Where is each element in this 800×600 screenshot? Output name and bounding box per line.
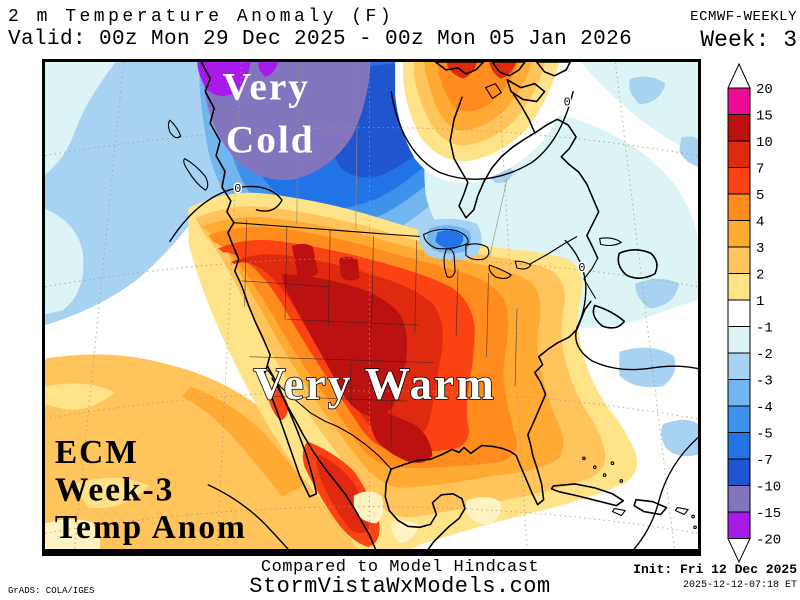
- colorbar-tick-label: 7: [756, 162, 764, 178]
- grads-credit: GrADS: COLA/IGES: [8, 586, 95, 596]
- map-annotations: Very Cold Very Warm ECM Week-3 Temp Anom: [55, 64, 496, 546]
- colorbar-tick-label: -1: [756, 321, 773, 337]
- colorbar-cell: [727, 352, 751, 380]
- colorbar-tick-label: -7: [756, 453, 773, 469]
- colorbar-cell: [727, 405, 751, 433]
- colorbar-tick-label: -3: [756, 374, 773, 390]
- colorbar-cell: [727, 511, 751, 539]
- week-number: Week: 3: [700, 27, 797, 53]
- very-cold-label-line2: Cold: [226, 118, 315, 162]
- state-borders: [241, 219, 518, 447]
- colorbar-cell: [727, 87, 751, 115]
- great-lakes-cool-pocket: [418, 218, 482, 261]
- colorbar-cell: [727, 485, 751, 513]
- subtropical-pacific-region: [45, 354, 370, 549]
- colorbar-cell: [727, 114, 751, 142]
- page-title: 2 m Temperature Anomaly (F): [8, 7, 395, 27]
- colorbar-tick-label: -2: [756, 347, 773, 363]
- anomaly-map: 0 0 0: [42, 59, 701, 556]
- colorbar-tick-label: 5: [756, 188, 764, 204]
- init-date: Init: Fri 12 Dec 2025: [633, 562, 797, 577]
- colorbar-tick-label: 10: [756, 135, 773, 151]
- colorbar-tick-label: 20: [756, 82, 773, 98]
- colorbar-top-arrow: [727, 62, 751, 89]
- anomaly-map-svg: 0 0 0: [45, 62, 698, 549]
- very-warm-label: Very Warm: [253, 359, 496, 409]
- colorbar-cell: [727, 246, 751, 274]
- hindcast-caption: Compared to Model Hindcast: [260, 558, 540, 577]
- zero-contour-label: 0: [578, 261, 585, 275]
- corner-label-line3: Temp Anom: [55, 509, 247, 546]
- colorbar-cell: [727, 167, 751, 195]
- colorbar-cell: [727, 458, 751, 486]
- colorbar-tick-label: 2: [756, 268, 764, 284]
- colorbar-cell: [727, 220, 751, 248]
- zero-contour-label: 0: [564, 95, 571, 109]
- colorbar-cell: [727, 140, 751, 168]
- colorbar-cell: [727, 379, 751, 407]
- colorbar-tick-label: -20: [756, 533, 781, 549]
- coastlines: [167, 62, 697, 549]
- corner-label-line2: Week-3: [55, 472, 175, 509]
- init-timestamp: 2025-12-12-07:18 ET: [682, 580, 797, 591]
- corner-label-line1: ECM: [55, 434, 139, 471]
- colorbar: 20 15 10 7 5 4 3 2 1 -1 -2 -3 -4 -5 -7 -10 -15 -20: [727, 62, 781, 564]
- colorbar-cells: [727, 87, 751, 539]
- colorbar-cell: [727, 273, 751, 301]
- colorbar-tick-label: 15: [756, 109, 773, 125]
- province-borders: [296, 62, 508, 258]
- zero-contour-label: 0: [234, 182, 241, 196]
- colorbar-tick-label: -10: [756, 480, 781, 496]
- colorbar-tick-label: 1: [756, 294, 764, 310]
- very-cold-label-line1: Very: [223, 64, 310, 108]
- colorbar-cell: [727, 326, 751, 354]
- colorbar-cell: [727, 193, 751, 221]
- colorbar-tick-label: 3: [756, 241, 764, 257]
- site-name: StormVistaWxModels.com: [249, 574, 551, 599]
- colorbar-tick-labels: 20 15 10 7 5 4 3 2 1 -1 -2 -3 -4 -5 -7 -10 -15 -20: [756, 82, 781, 549]
- colorbar-tick-label: -15: [756, 506, 781, 522]
- colorbar-cell: [727, 432, 751, 460]
- valid-range: Valid: 00z Mon 29 Dec 2025 - 00z Mon 05 …: [8, 28, 633, 51]
- colorbar-tick-label: -4: [756, 400, 773, 416]
- colorbar-tick-label: 4: [756, 215, 764, 231]
- colorbar-cell: [727, 299, 751, 327]
- model-name: ECMWF-WEEKLY: [690, 9, 797, 25]
- colorbar-tick-label: -5: [756, 427, 773, 443]
